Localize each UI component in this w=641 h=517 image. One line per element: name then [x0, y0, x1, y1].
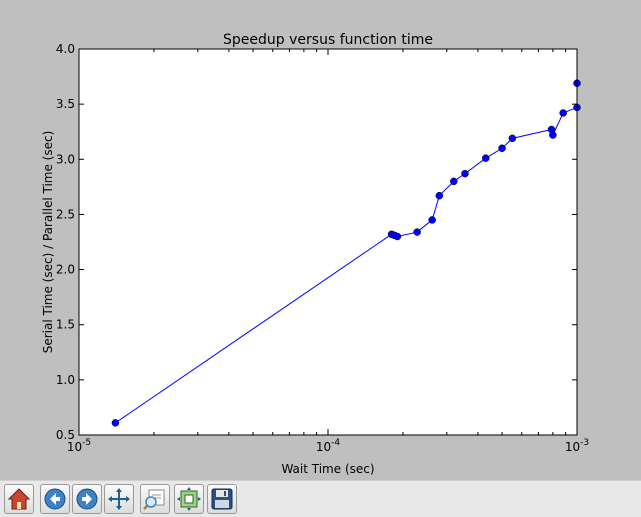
data-point	[481, 154, 490, 162]
zoom-rect-icon	[143, 489, 165, 510]
configure-subplots-button[interactable]	[174, 484, 204, 514]
data-point	[498, 144, 506, 153]
data-point	[508, 134, 517, 143]
data-point	[549, 131, 557, 139]
pan-button[interactable]	[104, 484, 134, 514]
home-icon	[7, 488, 31, 510]
forward-arrow-icon	[76, 488, 98, 510]
subplots-configure-icon	[177, 487, 201, 511]
y-tick-label: 2.0	[56, 263, 75, 277]
data-point	[428, 216, 436, 224]
plot-area	[79, 49, 577, 435]
x-tick-label: 10-5	[67, 438, 91, 454]
y-tick-label: 2.5	[56, 207, 75, 221]
data-point	[559, 109, 567, 117]
home-button[interactable]	[4, 484, 34, 514]
y-tick-label: 3.0	[56, 152, 75, 166]
x-tick-label: 10-4	[316, 438, 341, 454]
back-button[interactable]	[40, 484, 70, 514]
data-point	[111, 419, 120, 427]
figure-canvas: Speedup versus function time Wait Time (…	[41, 32, 590, 476]
x-tick-label: 10-3	[565, 438, 589, 454]
forward-button[interactable]	[72, 484, 102, 514]
data-point	[435, 191, 444, 200]
y-axis-label: Serial Time (sec) / Parallel Time (sec)	[41, 131, 55, 354]
y-tick-label: 3.5	[56, 97, 75, 111]
data-point	[393, 232, 402, 241]
pan-move-icon	[108, 488, 130, 510]
back-arrow-icon	[44, 488, 66, 510]
save-button[interactable]	[207, 484, 237, 514]
y-tick-label: 1.0	[56, 373, 75, 387]
save-disk-icon	[211, 488, 233, 510]
data-point	[461, 169, 469, 178]
zoom-button[interactable]	[140, 484, 170, 514]
data-point	[450, 177, 458, 186]
data-point	[413, 228, 421, 236]
y-tick-label: 1.5	[56, 318, 75, 332]
navigation-toolbar	[0, 480, 641, 517]
chart: Speedup versus function time Wait Time (…	[41, 32, 589, 476]
y-tick-label: 0.5	[56, 428, 75, 442]
y-tick-label: 4.0	[56, 42, 75, 56]
x-axis-label: Wait Time (sec)	[281, 462, 374, 476]
chart-title: Speedup versus function time	[223, 32, 433, 48]
plot-frame	[78, 48, 578, 436]
